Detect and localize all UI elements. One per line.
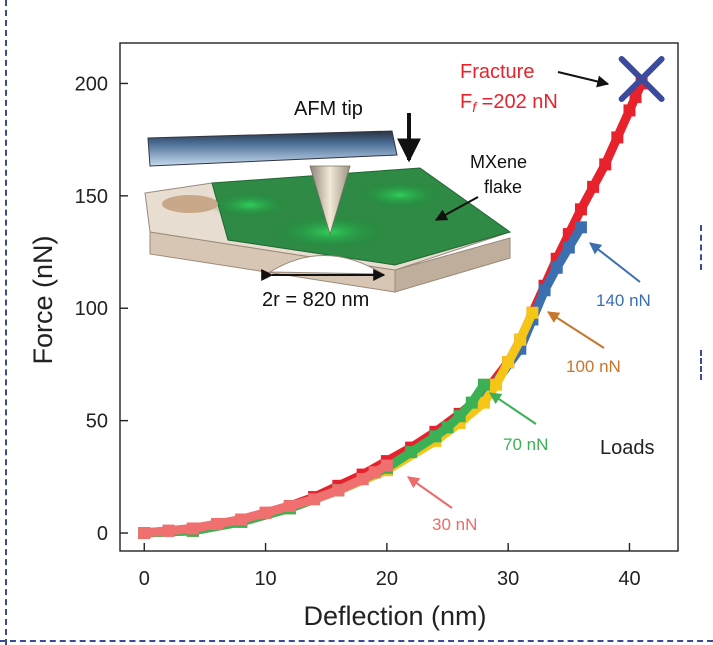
- data-point: [162, 524, 175, 537]
- data-point: [574, 221, 587, 234]
- load-label-30: 30 nN: [432, 515, 477, 534]
- data-point: [259, 506, 272, 519]
- page-border-bottom: [0, 640, 713, 642]
- data-point: [465, 396, 478, 409]
- data-point: [429, 430, 442, 443]
- mxene-label: MXene: [470, 152, 527, 172]
- data-point: [490, 378, 503, 391]
- load-label-70: 70 nN: [503, 435, 548, 454]
- data-point: [550, 252, 563, 265]
- y-tick-label: 200: [75, 73, 108, 95]
- fracture-x-stroke: [618, 55, 665, 102]
- data-point: [441, 421, 454, 434]
- data-point: [629, 90, 642, 103]
- x-tick-label: 30: [497, 568, 519, 590]
- series-line: [139, 380, 489, 538]
- substrate-side: [394, 237, 511, 293]
- series-4: [138, 459, 393, 540]
- series-2: [138, 306, 539, 540]
- afm-tip-label: AFM tip: [294, 98, 363, 120]
- x-tick-label: 20: [376, 568, 398, 590]
- y-axis-label: Force (nN): [28, 235, 58, 364]
- data-point: [514, 333, 527, 346]
- data-point: [186, 522, 199, 535]
- substrate-hole: [162, 195, 218, 213]
- flake-arrow: [434, 196, 479, 221]
- data-point: [368, 466, 381, 479]
- data-point: [623, 104, 636, 117]
- afm-tip: [309, 165, 351, 236]
- page-border-left: [5, 0, 7, 645]
- fracture-force-label: Ff =202 nN: [460, 91, 558, 115]
- flake-bulge-2: [355, 181, 445, 209]
- afm-inset: AFM tip MXene flake 2r = 820 nm: [144, 98, 527, 311]
- data-point: [405, 446, 418, 459]
- load-arrow-30: [407, 476, 453, 509]
- data-point: [477, 396, 490, 409]
- y-tick-label: 150: [75, 186, 108, 208]
- data-point: [562, 241, 575, 254]
- data-point: [611, 131, 624, 144]
- data-point: [538, 284, 551, 297]
- load-label-100: 100 nN: [566, 357, 621, 376]
- load-arrow-140: [589, 242, 641, 283]
- data-point: [526, 306, 539, 319]
- data-point: [235, 513, 248, 526]
- data-series: [138, 77, 648, 540]
- x-tick-label: 0: [139, 568, 150, 590]
- x-tick-label: 40: [618, 568, 640, 590]
- afm-cantilever: [147, 130, 398, 167]
- data-point: [599, 158, 612, 171]
- plot-frame: [119, 42, 679, 552]
- axis-ticks: 0 10 20 30 40 0 50 100 150 200: [75, 73, 641, 590]
- data-point: [502, 356, 515, 369]
- page-border-right-2: [700, 350, 702, 380]
- page-border-right-1: [700, 225, 702, 270]
- load-arrow-70: [489, 392, 537, 425]
- load-label-140: 140 nN: [596, 291, 651, 310]
- flake-label: flake: [484, 177, 522, 197]
- x-axis-label: Deflection (nm): [303, 601, 486, 631]
- load-arrow-100: [546, 311, 605, 349]
- data-point: [332, 484, 345, 497]
- fracture-arrow: [557, 71, 610, 88]
- diameter-label: 2r = 820 nm: [262, 289, 369, 311]
- y-tick-label: 50: [86, 411, 108, 433]
- data-point: [138, 527, 151, 540]
- series-line: [139, 308, 537, 538]
- data-point: [380, 459, 393, 472]
- data-point: [453, 410, 466, 423]
- data-point: [587, 180, 600, 193]
- y-tick-label: 0: [97, 523, 108, 545]
- y-tick-label: 100: [75, 298, 108, 320]
- x-tick-label: 10: [254, 568, 276, 590]
- data-point: [574, 203, 587, 216]
- data-point: [356, 473, 369, 486]
- data-point: [211, 518, 224, 531]
- data-point: [550, 261, 563, 274]
- data-point: [477, 378, 490, 391]
- data-point: [308, 493, 321, 506]
- flake-bulge-3: [208, 192, 292, 218]
- fracture-label: Fracture: [460, 61, 534, 83]
- loads-title: Loads: [600, 437, 655, 459]
- data-point: [283, 500, 296, 513]
- fracture-marker: [618, 55, 665, 102]
